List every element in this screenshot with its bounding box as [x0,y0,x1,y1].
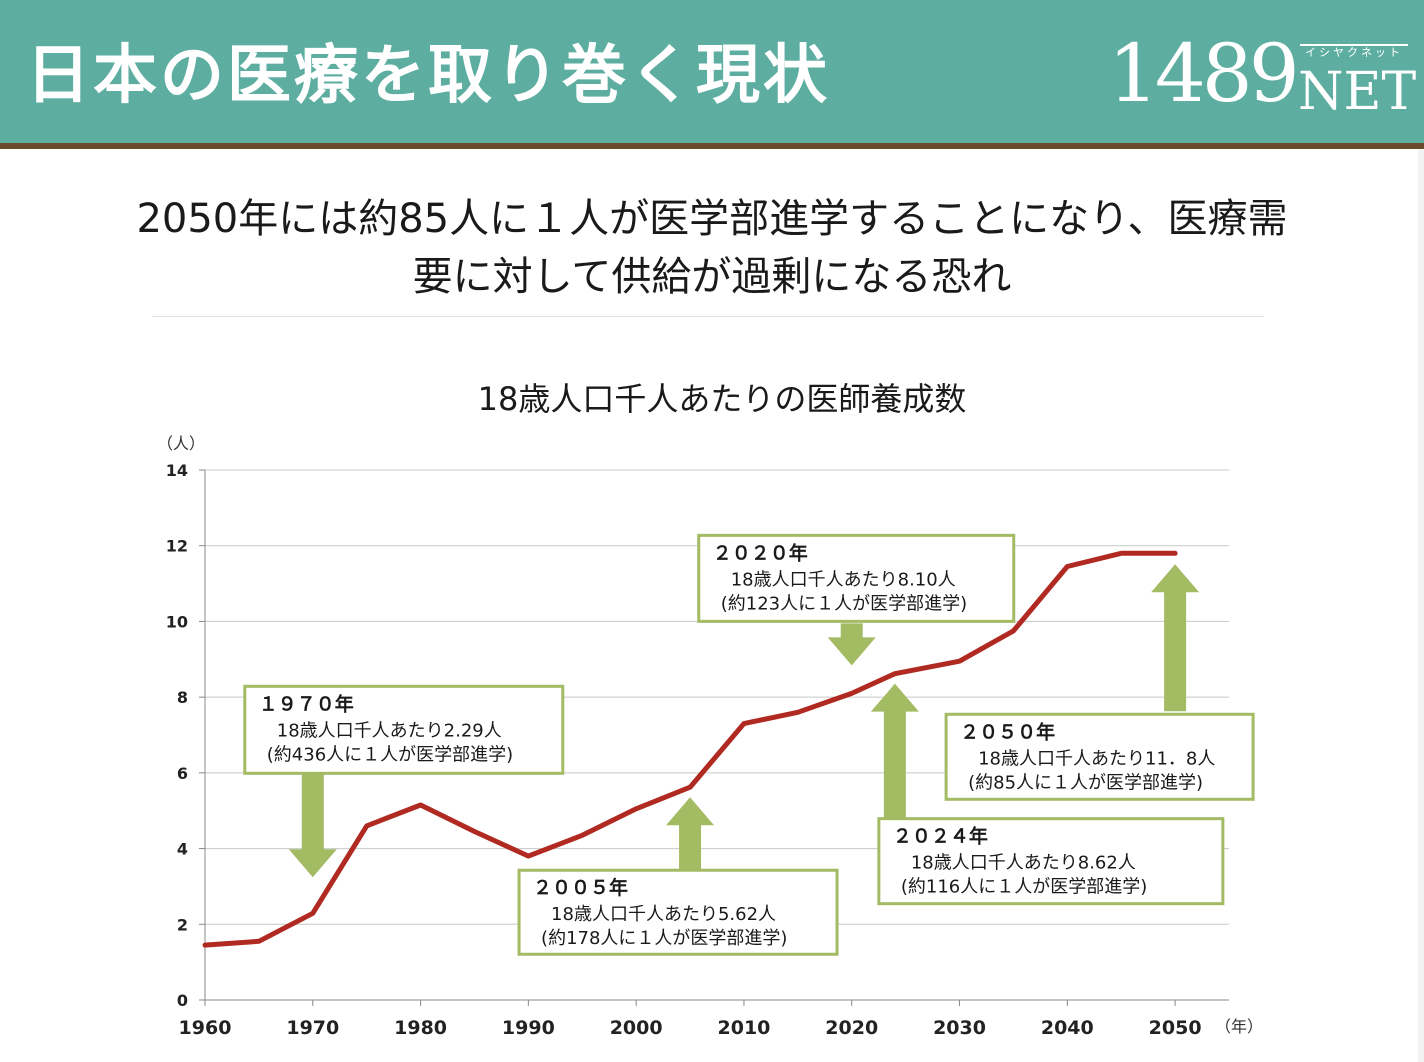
callout-arrow [288,730,337,878]
callout-ratio: (約436人に１人が医学部進学) [267,744,513,765]
slide-edge [1418,150,1424,1062]
x-tick-label: 1960 [179,1017,232,1039]
callout-value: 18歳人口千人あたり8.62人 [911,853,1136,874]
callout-ratio: (約85人に１人が医学部進学) [968,772,1203,793]
callout-value: 18歳人口千人あたり11．8人 [978,748,1215,769]
subtitle-line-1: 2050年には約85人に１人が医学部進学することになり、医療需 [136,196,1288,242]
x-tick-label: 2030 [933,1017,986,1039]
callouts-layer: １９７０年 18歳人口千人あたり2.29人 (約436人に１人が医学部進学) ２００５… [243,533,1255,956]
callout-arrow [1151,564,1200,712]
callout-frame [697,533,1016,623]
logo-kana: イシヤクネット [1300,44,1408,60]
x-tick-label: 2020 [825,1017,878,1039]
x-tick-label: 1990 [502,1017,555,1039]
slide-title: 日本の医療を取り巻く現状 [26,39,830,113]
callout-year: １９７０年 [259,692,354,715]
axes: 0 2 4 6 8 10 12 14 1960 1970 1980 1990 2000 2010 2020 2… [166,461,1229,1039]
series-line [202,550,1178,948]
callout-box: ２０５０年 18歳人口千人あたり11．8人 (約85人に１人が医学部進学) [944,712,1255,801]
callout-arrow [827,623,876,666]
x-tick-label: 1980 [394,1017,447,1039]
callout-year: ２０２０年 [713,541,808,564]
callout-year: ２０２４年 [893,825,988,848]
y-tick-label: 4 [177,840,188,859]
callout-frame [243,684,565,775]
callout-value: 18歳人口千人あたり2.29人 [277,720,502,741]
callout-box: ２００５年 18歳人口千人あたり5.62人 (約178人に１人が医学部進学) [517,868,839,956]
callout-ratio: (約123人に１人が医学部進学) [721,593,967,614]
callout-frame [517,868,839,956]
logo-text: NET [1298,62,1417,122]
title-bar [0,0,1424,143]
callout-box: ２０２０年 18歳人口千人あたり8.10人 (約123人に１人が医学部進学) [697,533,1016,623]
slide-subtitle: 2050年には約85人に１人が医学部進学することになり、医療需 要に対して供給が… [40,190,1384,306]
title-bar-underline [0,143,1424,149]
y-tick-label: 10 [166,612,188,631]
y-tick-label: 2 [177,915,188,934]
divider [152,316,1264,317]
x-tick-label: 2010 [718,1017,771,1039]
series-layer [202,550,1178,948]
y-tick-label: 14 [166,461,188,480]
x-tick-label: 2000 [610,1017,663,1039]
callout-arrow [666,797,715,870]
callout-ratio: (約178人に１人が医学部進学) [541,928,787,949]
y-tick-label: 0 [177,991,188,1010]
callout-value: 18歳人口千人あたり8.10人 [731,569,956,590]
callout-year: ２０５０年 [960,720,1055,743]
y-axis-unit-label: （人） [157,434,205,453]
y-tick-label: 6 [177,764,188,783]
y-tick-label: 8 [177,688,188,707]
callout-box: ２０２４年 18歳人口千人あたり8.62人 (約116人に１人が医学部進学) [877,817,1225,906]
callout-ratio: (約116人に１人が医学部進学) [901,877,1147,898]
callout-value: 18歳人口千人あたり5.62人 [551,904,776,925]
x-tick-label: 2040 [1041,1017,1094,1039]
chart-title: 18歳人口千人あたりの医師養成数 [478,380,967,418]
logo-number: 1489 [1108,27,1300,120]
callout-frame [944,712,1255,801]
callout-frame [877,817,1225,906]
callout-year: ２００５年 [533,876,628,899]
x-tick-label: 1970 [286,1017,339,1039]
callout-box: １９７０年 18歳人口千人あたり2.29人 (約436人に１人が医学部進学) [243,684,565,775]
subtitle-line-2: 要に対して供給が過剰になる恐れ [412,254,1012,300]
x-tick-label: 2050 [1149,1017,1202,1039]
brand-logo: 1489 イシヤクネット NET [1108,27,1418,122]
y-tick-label: 12 [166,537,188,556]
x-axis-unit-label: （年） [1215,1017,1263,1036]
arrows-layer [288,564,1200,878]
callout-arrow [870,683,919,820]
